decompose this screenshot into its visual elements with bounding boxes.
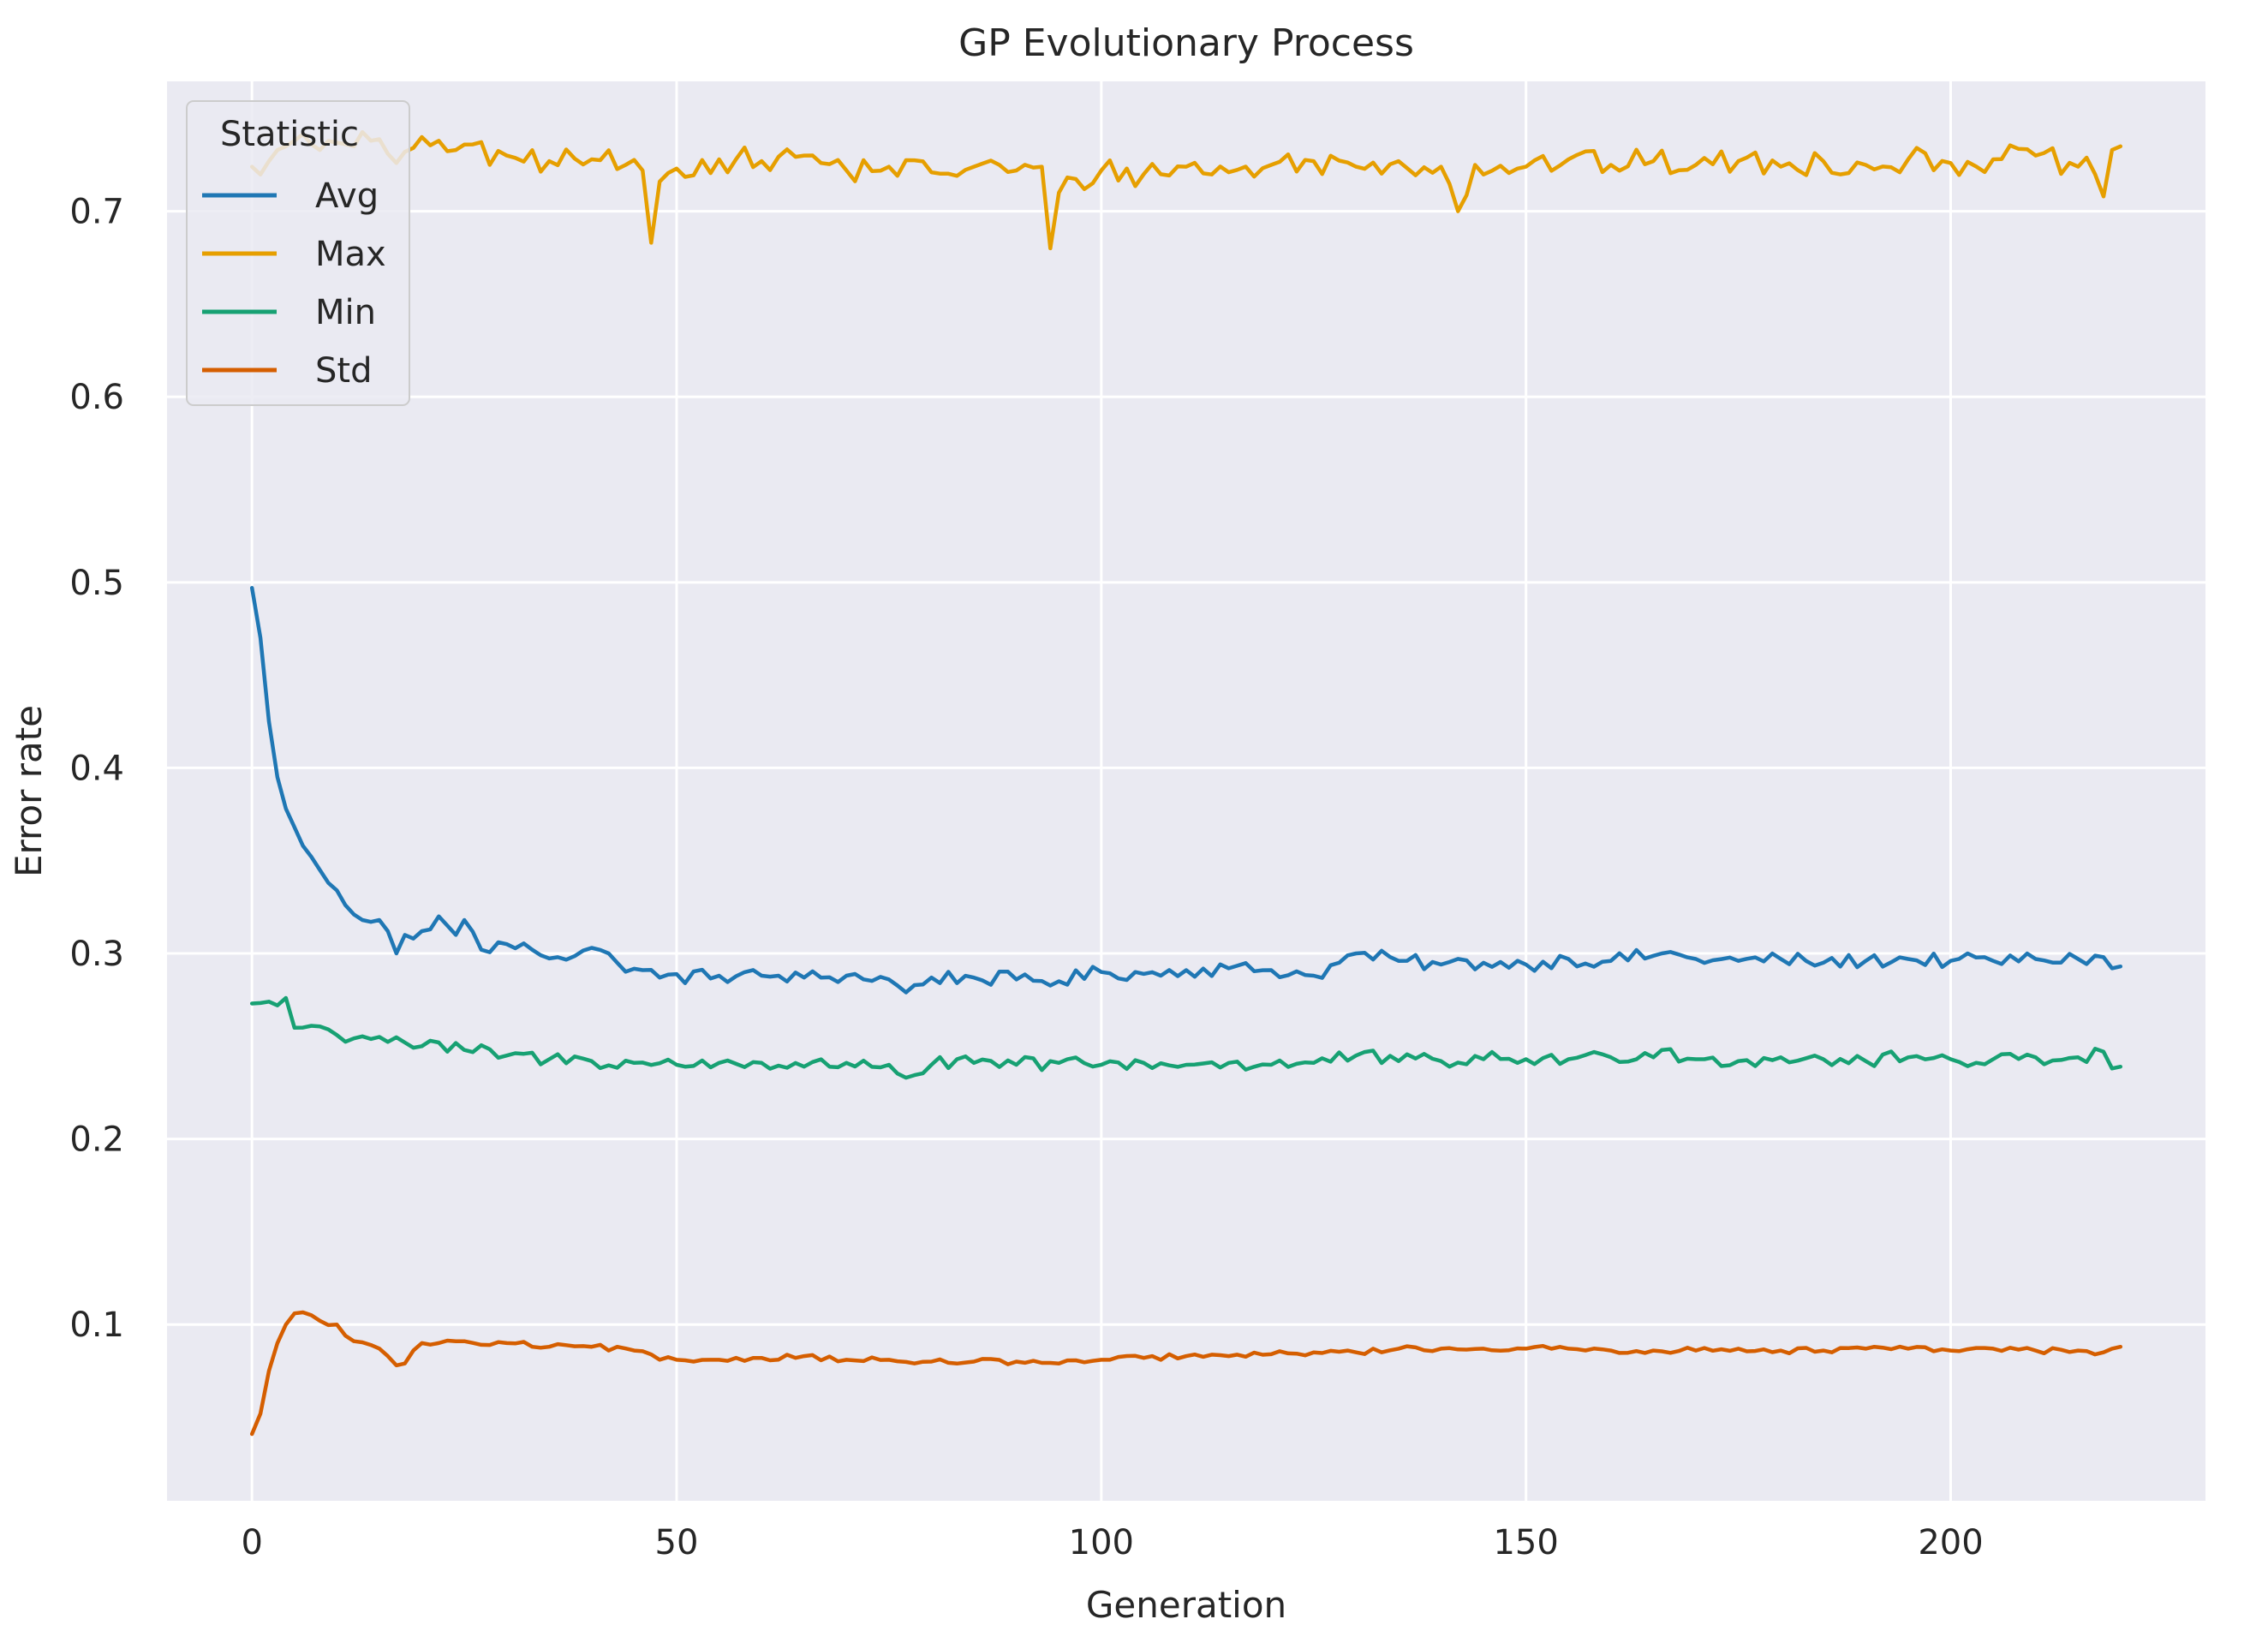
chart-title: GP Evolutionary Process bbox=[958, 21, 1414, 65]
legend-label-avg: Avg bbox=[315, 176, 379, 216]
grid-lines bbox=[167, 81, 2205, 1501]
series-lines bbox=[249, 129, 2123, 1437]
legend-label-max: Max bbox=[315, 235, 386, 274]
x-tick-label: 50 bbox=[655, 1523, 699, 1562]
x-tick-label: 100 bbox=[1069, 1523, 1134, 1562]
legend-title: Statistic bbox=[220, 115, 359, 154]
legend-label-min: Min bbox=[315, 293, 376, 332]
y-tick-label: 0.1 bbox=[69, 1305, 124, 1345]
series-line-max bbox=[249, 129, 2123, 251]
y-axis-label: Error rate bbox=[8, 705, 50, 877]
x-axis-label: Generation bbox=[1086, 1584, 1286, 1626]
x-tick-label: 150 bbox=[1493, 1523, 1558, 1562]
legend-box bbox=[186, 100, 410, 406]
y-tick-label: 0.3 bbox=[69, 935, 124, 974]
legend-items: Avg Max Min Std bbox=[202, 176, 386, 391]
plot-area bbox=[167, 81, 2205, 1501]
y-tick-label: 0.2 bbox=[69, 1120, 124, 1160]
series-line-min bbox=[249, 995, 2123, 1080]
y-tick-label: 0.4 bbox=[69, 749, 124, 788]
series-line-std bbox=[249, 1310, 2123, 1437]
tick-labels: 0 50 100 150 200 0.1 0.2 0.3 0.4 0.5 0.6 0.7 bbox=[69, 193, 1983, 1562]
y-tick-label: 0.5 bbox=[69, 564, 124, 603]
legend-label-std: Std bbox=[315, 351, 372, 391]
y-tick-label: 0.6 bbox=[69, 378, 124, 417]
y-tick-label: 0.7 bbox=[69, 193, 124, 232]
series-line-avg bbox=[249, 586, 2123, 995]
legend: Statistic Avg Max Min Std bbox=[186, 100, 410, 406]
x-tick-label: 0 bbox=[241, 1523, 262, 1562]
x-tick-label: 200 bbox=[1918, 1523, 1983, 1562]
